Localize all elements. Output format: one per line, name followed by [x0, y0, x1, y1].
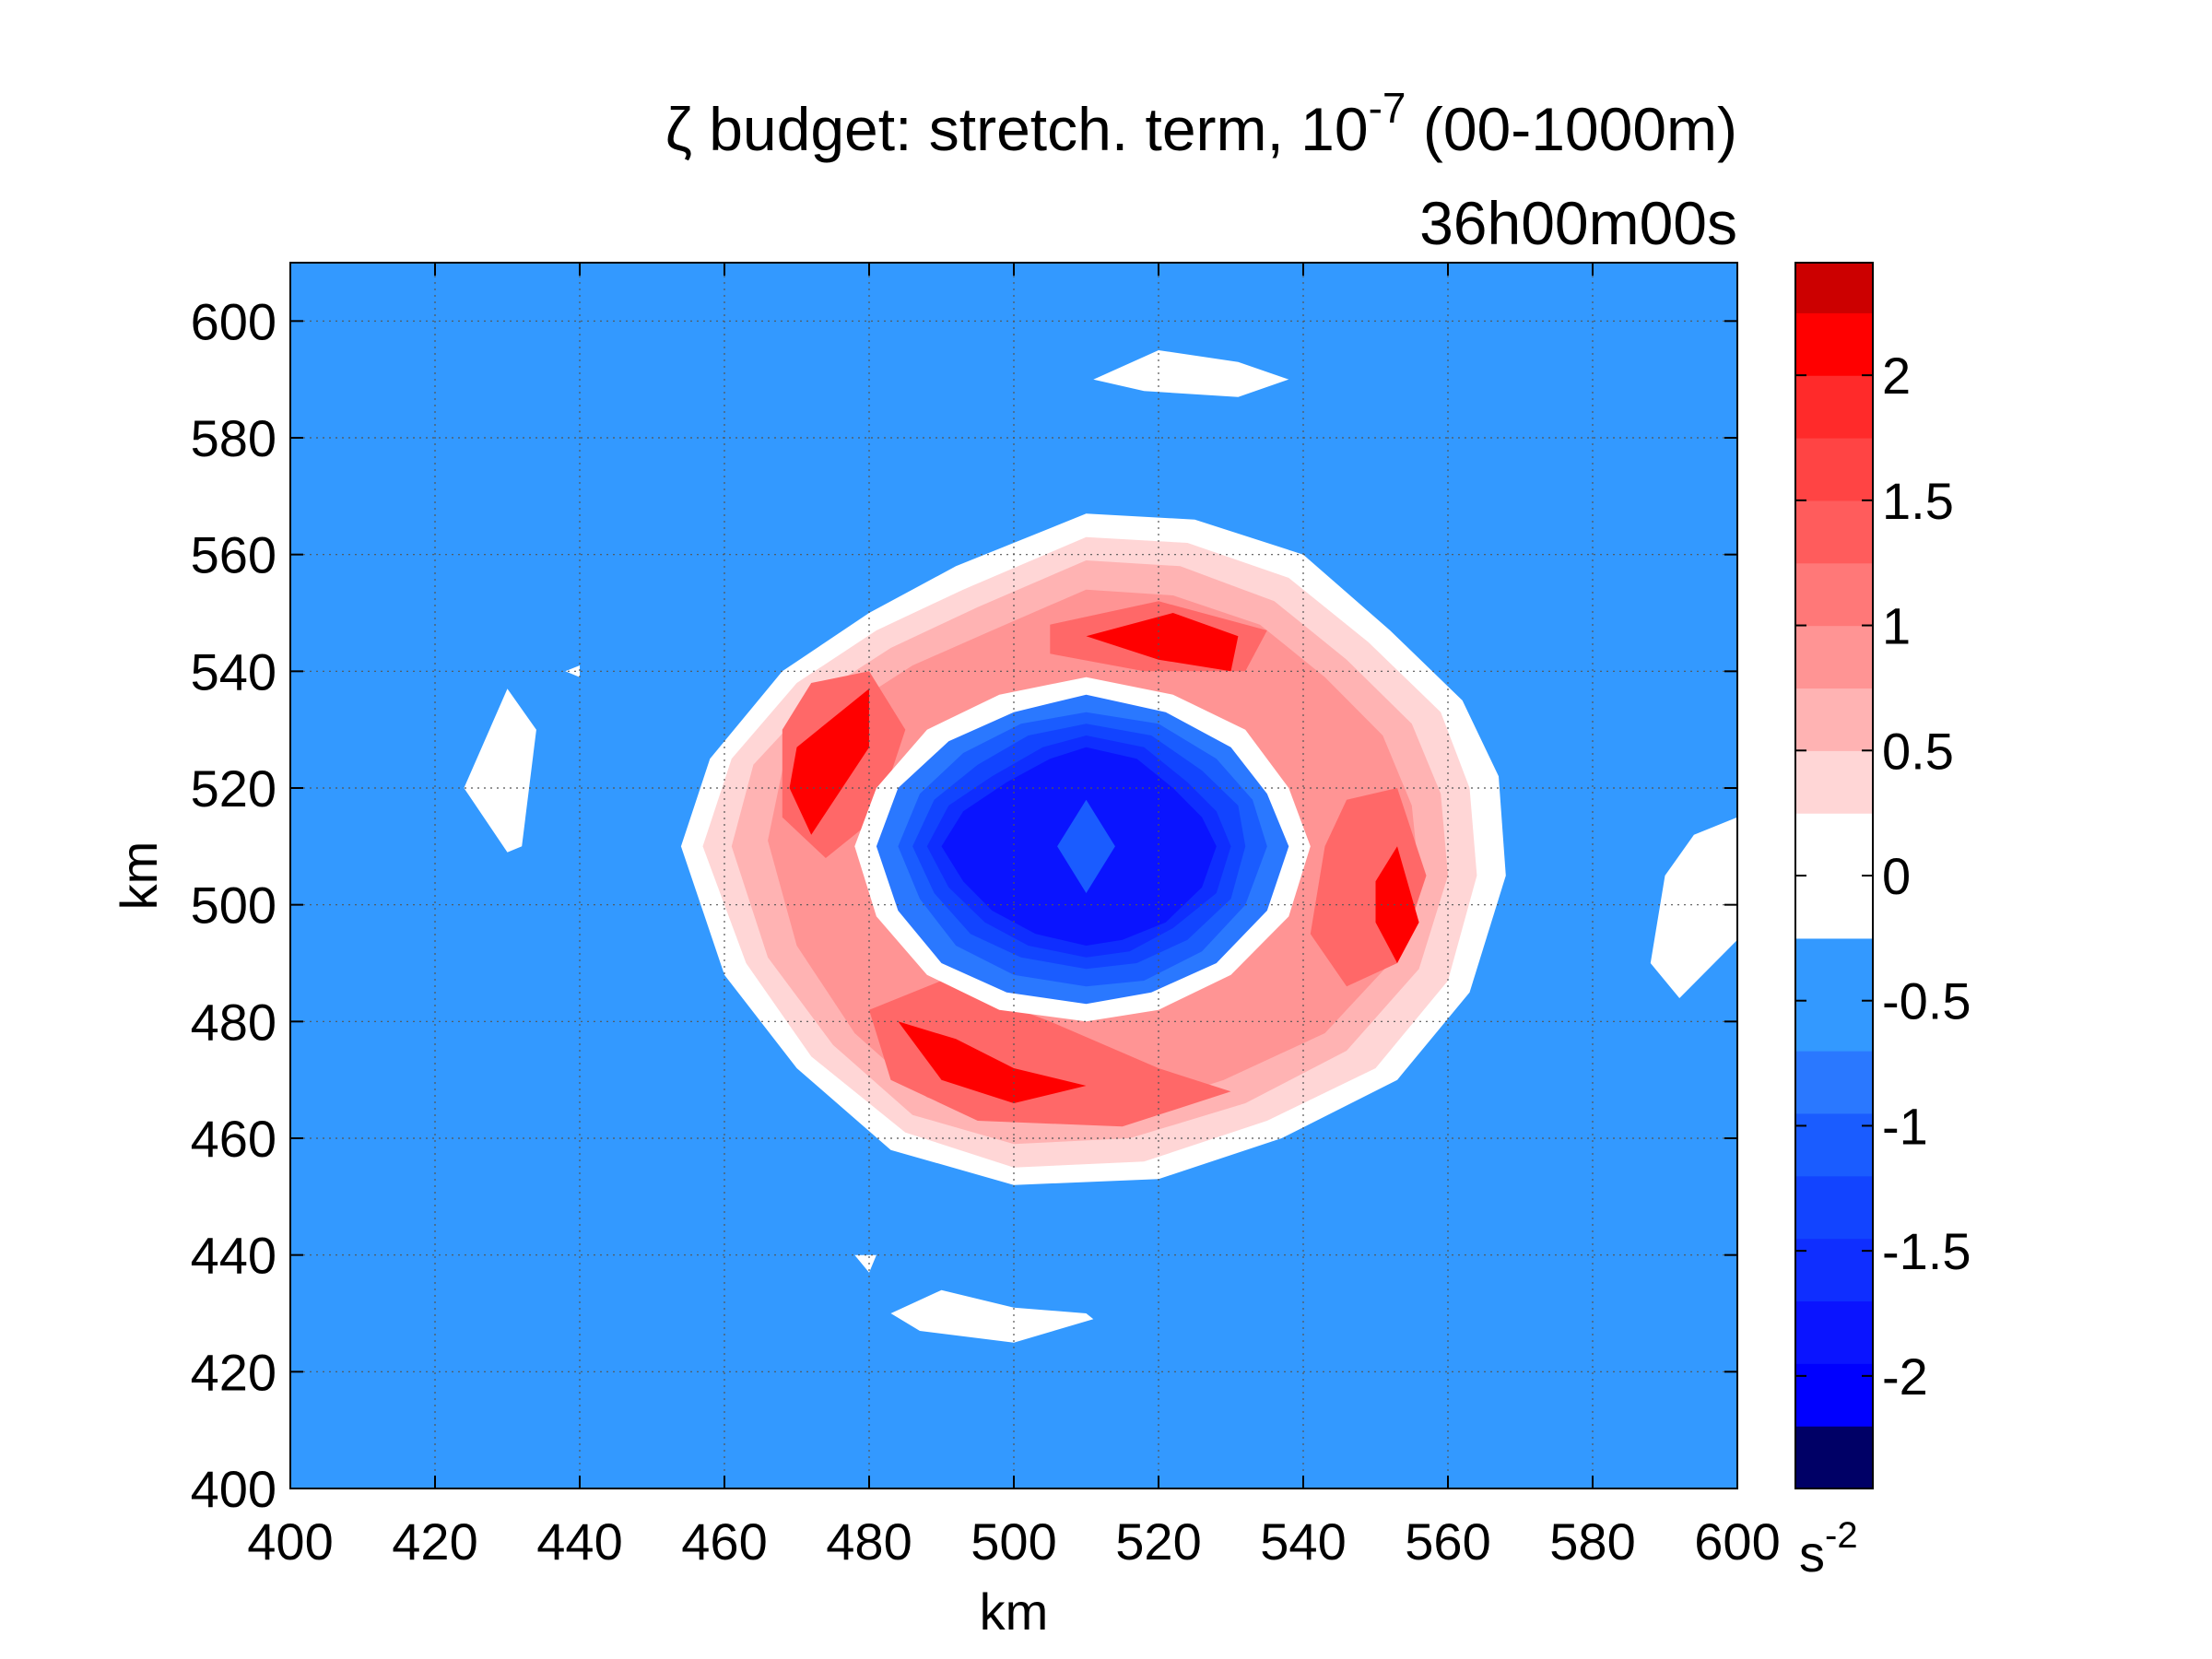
contour-white-south-dot [854, 1254, 877, 1273]
contour-center-diamond [1057, 799, 1115, 893]
colorbar-tick-label: 0.5 [1882, 722, 1954, 780]
y-tick-label: 500 [191, 877, 276, 935]
colorbar-level [1795, 438, 1873, 501]
x-tick-label: 560 [1405, 1512, 1490, 1571]
chart-title-exponent: -7 [1369, 84, 1406, 132]
contour-white-south-streak [890, 1289, 1094, 1343]
colorbar-tick-label: -2 [1882, 1347, 1928, 1406]
colorbar-tick-label: -1.5 [1882, 1222, 1971, 1280]
x-tick-label: 580 [1549, 1512, 1635, 1571]
contour-ring-blob-south [869, 981, 1231, 1127]
x-axis: 400 420 440 460 480 500 520 540 560 580 600 [247, 263, 1781, 1571]
y-axis: 400 420 440 460 480 500 520 540 560 580 600 [191, 292, 1737, 1518]
colorbar-level [1795, 688, 1873, 751]
x-axis-label: km [980, 1583, 1049, 1641]
contour-white-west-blob [464, 688, 536, 853]
colorbar-unit: s-2 [1799, 1515, 1858, 1583]
colorbar-level [1795, 375, 1873, 439]
chart-title-prefix: ζ budget: stretch. term, 10 [665, 95, 1369, 163]
y-tick-label: 480 [191, 993, 276, 1051]
y-axis-label: km [110, 841, 168, 911]
colorbar-level [1795, 1426, 1873, 1489]
colorbar-unit-base: s [1799, 1524, 1825, 1583]
chart-title-suffix: (00-1000m) [1406, 95, 1738, 163]
x-tick-label: 520 [1115, 1512, 1201, 1571]
colorbar-tick-label: 0 [1882, 847, 1911, 905]
x-tick-label: 480 [826, 1512, 912, 1571]
colorbar-level [1795, 263, 1873, 313]
colorbar-unit-exponent: -2 [1825, 1515, 1858, 1556]
contour-peak-e [1375, 846, 1419, 963]
x-tick-label: 400 [247, 1512, 333, 1571]
colorbar-level [1795, 813, 1873, 939]
contour-white-west-dot [565, 665, 580, 677]
colorbar-level [1795, 312, 1873, 376]
contour-field [464, 350, 1737, 1343]
colorbar-tick-label: -0.5 [1882, 972, 1971, 1030]
colorbar-level [1795, 1300, 1873, 1364]
colorbar-tick-label: -1 [1882, 1097, 1928, 1155]
y-tick-label: 580 [191, 409, 276, 467]
colorbar [1795, 263, 1873, 1489]
colorbar-level [1795, 750, 1873, 814]
colorbar-level [1795, 1175, 1873, 1240]
x-tick-label: 500 [971, 1512, 1056, 1571]
colorbar-level [1795, 500, 1873, 564]
contour-white-east-blob [1650, 817, 1737, 998]
contour-peak-nw [789, 688, 869, 835]
colorbar-level [1795, 1238, 1873, 1302]
contour-white-top-streak [1093, 350, 1289, 397]
contour-peak-s [898, 1021, 1087, 1103]
y-tick-label: 600 [191, 292, 276, 350]
y-tick-label: 420 [191, 1343, 276, 1401]
colorbar-level [1795, 1051, 1873, 1114]
y-tick-label: 400 [191, 1460, 276, 1518]
colorbar-ticks: -2 -1.5 -1 -0.5 0 0.5 1 1.5 2 [1795, 347, 1971, 1406]
x-tick-label: 460 [681, 1512, 767, 1571]
colorbar-level [1795, 1363, 1873, 1427]
colorbar-tick-label: 1.5 [1882, 472, 1954, 530]
y-tick-label: 520 [191, 759, 276, 818]
colorbar-level [1795, 625, 1873, 689]
colorbar-level [1795, 1112, 1873, 1177]
y-tick-label: 540 [191, 642, 276, 700]
chart-subtitle: 36h00m00s [1419, 189, 1737, 257]
contour-peak-n [1086, 613, 1239, 672]
y-tick-label: 460 [191, 1110, 276, 1168]
x-tick-label: 440 [536, 1512, 622, 1571]
colorbar-tick-label: 2 [1882, 347, 1911, 405]
x-tick-label: 540 [1260, 1512, 1346, 1571]
colorbar-tick-label: 1 [1882, 597, 1911, 655]
x-tick-label: 600 [1694, 1512, 1780, 1571]
chart-title: ζ budget: stretch. term, 10-7 (00-1000m) [665, 84, 1737, 163]
y-tick-label: 440 [191, 1227, 276, 1285]
x-tick-label: 420 [392, 1512, 477, 1571]
grid [290, 263, 1737, 1488]
y-tick-label: 560 [191, 526, 276, 584]
colorbar-level [1795, 937, 1873, 1052]
colorbar-level [1795, 562, 1873, 627]
